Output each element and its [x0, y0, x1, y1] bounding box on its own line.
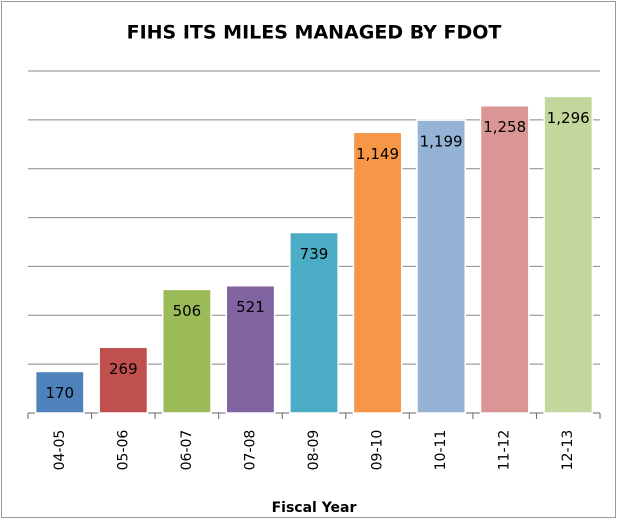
x-tick-label: 06-07 — [179, 430, 195, 471]
x-tick-label: 07-08 — [242, 430, 258, 471]
value-label: 1,199 — [420, 133, 463, 151]
bar — [34, 370, 85, 414]
value-label: 739 — [300, 245, 329, 263]
value-label: 1,149 — [356, 145, 399, 163]
value-label: 506 — [173, 302, 202, 320]
x-tick-label: 11-12 — [497, 430, 513, 471]
bar — [543, 95, 594, 414]
bar — [352, 131, 403, 414]
x-tick-label: 12-13 — [560, 430, 576, 471]
value-label: 170 — [45, 384, 74, 402]
bar — [289, 231, 339, 414]
chart-title: FIHS ITS MILES MANAGED BY FDOT — [127, 22, 502, 44]
x-tick-label: 04-05 — [52, 430, 68, 471]
value-label: 269 — [109, 360, 138, 378]
value-label: 1,258 — [483, 118, 526, 136]
bar — [416, 119, 467, 414]
x-tick-label: 05-06 — [115, 430, 131, 471]
bar — [161, 288, 212, 414]
value-label: 521 — [236, 298, 265, 316]
bar — [225, 284, 276, 414]
value-label: 1,296 — [547, 109, 590, 127]
x-axis-label: Fiscal Year — [272, 500, 357, 516]
bar — [479, 104, 530, 414]
x-tick-label: 08-09 — [306, 430, 322, 471]
x-tick-label: 10-11 — [433, 430, 449, 471]
x-tick-label: 09-10 — [370, 430, 386, 471]
bar — [98, 346, 149, 414]
